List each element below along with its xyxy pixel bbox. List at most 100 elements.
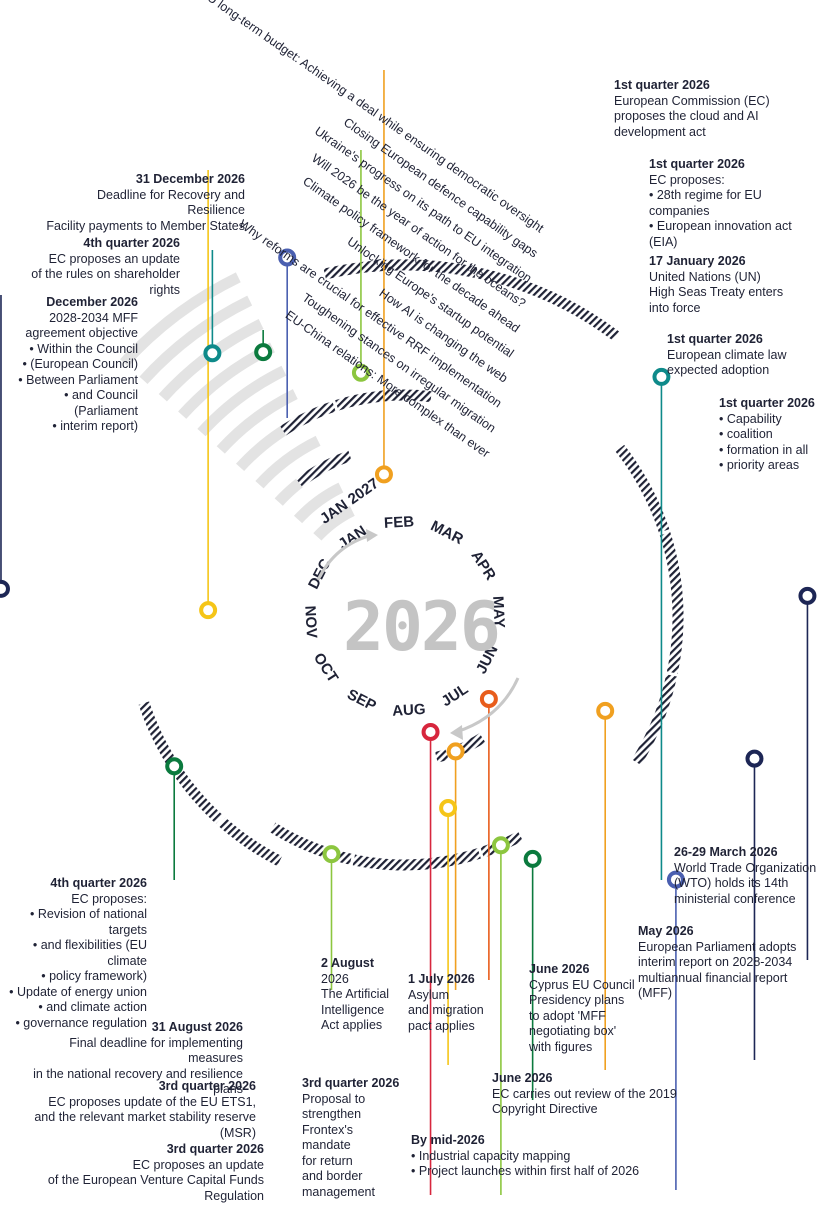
- annotation-text: EC carries out review of the 2019: [492, 1086, 677, 1101]
- annotation-date: June 2026: [492, 1071, 553, 1085]
- annotation-text: to adopt 'MFF: [529, 1008, 606, 1023]
- direction-arrow: [455, 677, 520, 734]
- annotation-bullet: Revision of national targets: [2, 907, 147, 938]
- annotation-date: 1st quarter 2026: [719, 396, 815, 410]
- event-marker: [374, 465, 393, 484]
- annotation-date: June 2026: [529, 962, 590, 976]
- month-label-feb: FEB: [384, 513, 415, 532]
- annotation-text: EC proposes update of the EU ETS1,: [48, 1094, 256, 1109]
- annotation-text: Final deadline for implementing measures: [69, 1035, 243, 1066]
- annotation-text: for return: [302, 1153, 353, 1168]
- annotation-q3-ets: 3rd quarter 2026 EC proposes update of th…: [20, 1079, 256, 1141]
- event-marker: [745, 749, 764, 768]
- annotation-dec-mff: December 2026 2028-2034 MFF agreement obje…: [2, 295, 138, 435]
- annotation-date: 4th quarter 2026: [83, 236, 180, 250]
- annotation-text: EC proposes an update: [48, 251, 180, 266]
- annotation-text: (WTO) holds its 14th: [674, 876, 789, 890]
- annotation-text: and border: [302, 1169, 363, 1183]
- month-gap: [425, 239, 486, 510]
- month-label-mar: MAR: [428, 517, 466, 548]
- annotation-bullet: and flexibilities (EU climate: [2, 938, 147, 969]
- annotation-text: EC proposes an update: [132, 1157, 264, 1172]
- annotation-date: 17 January 2026: [649, 254, 746, 268]
- annotation-bullet: governance regulation: [2, 1016, 147, 1032]
- annotation-mid-industrial: By mid-2026 Industrial capacity mappingPr…: [411, 1133, 651, 1180]
- annotation-text: with figures: [529, 1039, 593, 1054]
- direction-arrow: [316, 533, 373, 581]
- event-marker: [278, 248, 297, 267]
- event-markers: [0, 248, 817, 889]
- annotation-mar-wto: 26-29 March 2026 World Trade Organization…: [674, 845, 819, 907]
- annotation-date: 3rd quarter 2026: [302, 1076, 400, 1090]
- annotation-bullet: European innovation act (EIA): [649, 219, 819, 250]
- event-marker: [446, 742, 465, 761]
- annotation-text: Cyprus EU Council: [529, 977, 635, 992]
- annotation-text: EC proposes:: [71, 891, 147, 906]
- track-ring-tail: [312, 505, 355, 542]
- annotation-aug-31: 31 August 2026 Final deadline for impleme…: [20, 1020, 243, 1098]
- annotation-jun-copyright: June 2026 EC carries out review of the 20…: [492, 1071, 682, 1118]
- annotation-jan-17: 17 January 2026 United Nations (UN) High S…: [649, 254, 819, 316]
- annotation-text: Frontex's mandate: [302, 1122, 354, 1153]
- annotation-text: 2026: [321, 971, 349, 986]
- event-marker: [596, 701, 615, 720]
- annotation-date: 1 July 2026: [408, 972, 475, 986]
- annotation-text: of the European Venture Capital Funds Re…: [47, 1173, 264, 1203]
- annotation-text: Deadline for Recovery and Resilience: [97, 187, 245, 218]
- event-marker: [523, 849, 542, 868]
- annotation-date: May 2026: [638, 924, 694, 938]
- annotation-bullet: policy framework): [2, 969, 147, 985]
- annotation-bullet: formation in all: [719, 443, 817, 459]
- annotation-text: European Parliament adopts: [638, 939, 797, 954]
- month-gap: [26, 535, 297, 596]
- annotation-text: Copyright Directive: [492, 1102, 598, 1116]
- event-marker: [798, 586, 817, 605]
- month-label-nov: NOV: [301, 605, 320, 638]
- event-marker: [491, 836, 510, 855]
- event-marker: [0, 579, 10, 598]
- annotation-text: of the rules on shareholder rights: [31, 267, 180, 297]
- annotation-dec-31: 31 December 2026 Deadline for Recovery an…: [40, 172, 245, 234]
- annotation-jun-cyprus: June 2026 Cyprus EU Council Presidency pla…: [529, 962, 649, 1055]
- annotation-text: proposes the cloud and AI: [614, 109, 759, 123]
- annotation-text: management: [302, 1184, 375, 1199]
- track-hatched-segment: [295, 450, 354, 488]
- annotation-date: 1st quarter 2026: [614, 78, 710, 92]
- track-hatched-segment: [138, 699, 283, 866]
- track-ring-tail: [138, 295, 253, 386]
- event-marker: [322, 845, 341, 864]
- event-marker: [165, 757, 184, 776]
- annotation-bullet: interim report): [2, 419, 138, 435]
- track-ring-tail: [292, 482, 344, 525]
- annotation-date: 31 August 2026: [151, 1020, 243, 1034]
- annotation-text: pact applies: [408, 1018, 475, 1033]
- annotation-text: Proposal to: [302, 1091, 366, 1106]
- annotation-text: and migration: [408, 1003, 484, 1017]
- annotation-text: negotiating box': [529, 1024, 617, 1038]
- annotation-text: into force: [649, 300, 701, 315]
- annotation-bullet: and climate action: [2, 1000, 147, 1016]
- annotation-date: 1st quarter 2026: [649, 157, 745, 171]
- direction-arrows: [316, 529, 520, 740]
- annotation-q4-shareholder: 4th quarter 2026 EC proposes an update of …: [20, 236, 180, 298]
- annotation-text: expected adoption: [667, 363, 770, 377]
- month-label-may: MAY: [489, 596, 508, 629]
- annotation-bullet: and Council (Parliament: [2, 388, 138, 419]
- annotation-date: 4th quarter 2026: [50, 876, 147, 890]
- month-label-jul: JUL: [438, 681, 471, 711]
- annotation-text: 2028-2034 MFF: [49, 310, 138, 325]
- annotation-q1-cloud: 1st quarter 2026 European Commission (EC)…: [614, 78, 814, 140]
- annotation-bullet: Between Parliament: [2, 373, 138, 389]
- event-marker: [439, 798, 458, 817]
- annotation-date: 3rd quarter 2026: [158, 1079, 256, 1093]
- annotation-q3-frontex: 3rd quarter 2026 Proposal to strengthen Fro…: [302, 1076, 402, 1200]
- annotation-text: High Seas Treaty enters: [649, 285, 784, 299]
- annotation-text: Asylum: [408, 987, 449, 1002]
- month-gaps: [26, 239, 782, 995]
- event-marker: [254, 343, 273, 362]
- track-ring-tail: [215, 389, 298, 455]
- event-marker: [351, 363, 370, 382]
